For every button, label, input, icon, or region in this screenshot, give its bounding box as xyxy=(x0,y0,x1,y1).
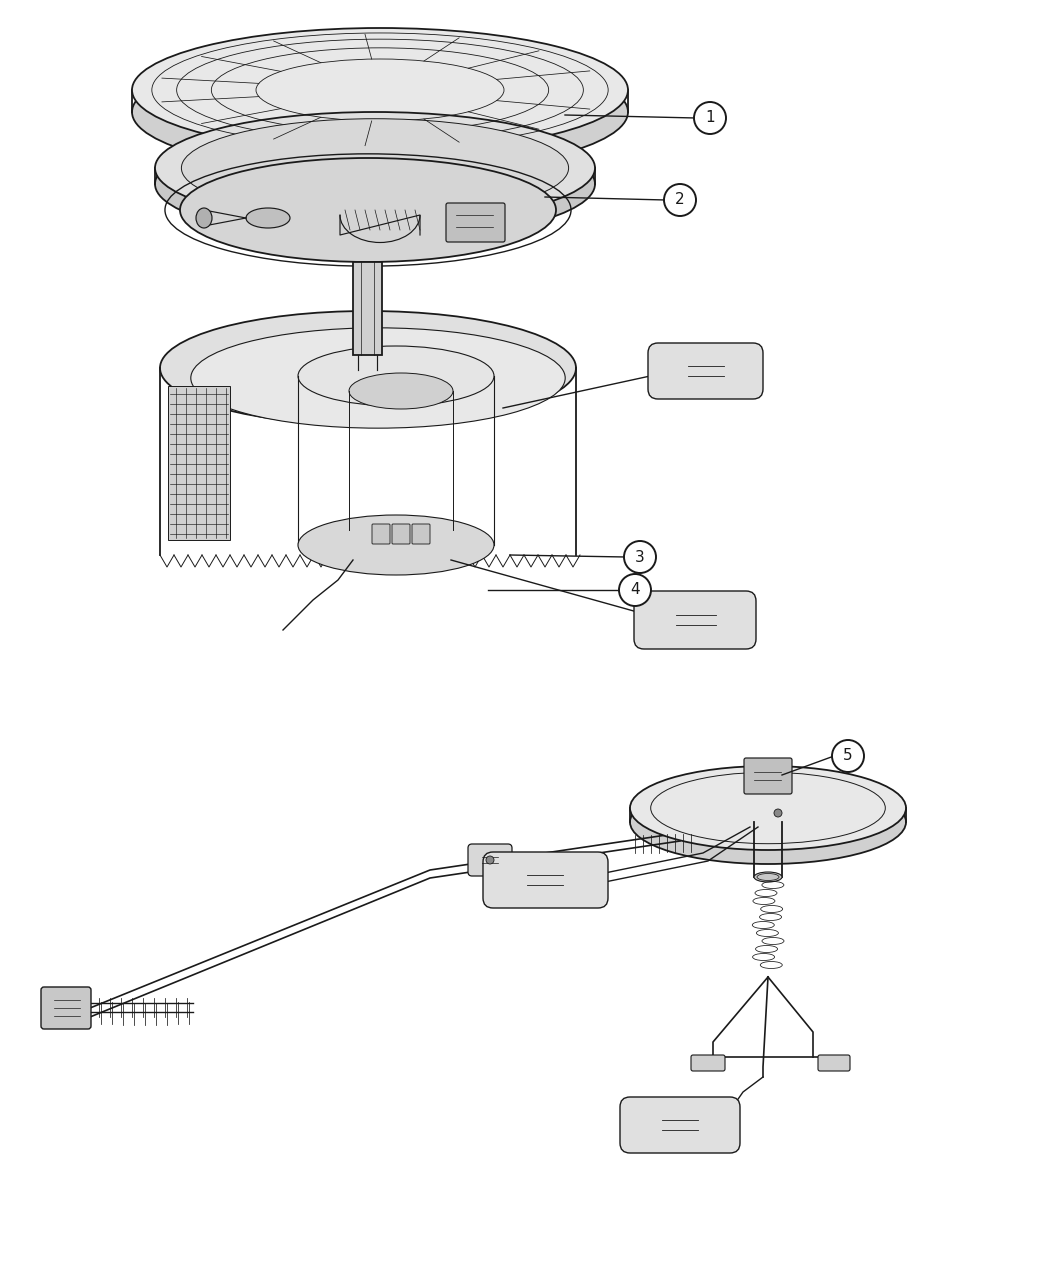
Circle shape xyxy=(832,740,864,771)
Text: 5: 5 xyxy=(843,748,853,764)
Ellipse shape xyxy=(298,346,494,405)
FancyBboxPatch shape xyxy=(818,1054,851,1071)
Ellipse shape xyxy=(155,112,595,224)
Ellipse shape xyxy=(191,328,565,428)
Ellipse shape xyxy=(132,28,628,152)
Circle shape xyxy=(774,810,782,817)
FancyBboxPatch shape xyxy=(634,592,756,649)
FancyBboxPatch shape xyxy=(372,524,390,544)
Text: 3: 3 xyxy=(635,550,645,565)
Ellipse shape xyxy=(160,311,576,425)
FancyBboxPatch shape xyxy=(620,1096,740,1153)
FancyBboxPatch shape xyxy=(41,987,91,1029)
Ellipse shape xyxy=(196,208,212,228)
Ellipse shape xyxy=(630,780,906,864)
FancyBboxPatch shape xyxy=(691,1054,724,1071)
Text: 2: 2 xyxy=(675,193,685,208)
FancyBboxPatch shape xyxy=(446,203,505,242)
Ellipse shape xyxy=(155,128,595,240)
Text: 1: 1 xyxy=(706,111,715,125)
Ellipse shape xyxy=(754,872,782,882)
Circle shape xyxy=(664,184,696,215)
FancyBboxPatch shape xyxy=(483,852,608,908)
FancyBboxPatch shape xyxy=(744,759,792,794)
Ellipse shape xyxy=(246,208,290,228)
FancyBboxPatch shape xyxy=(392,524,410,544)
Ellipse shape xyxy=(182,119,569,217)
FancyBboxPatch shape xyxy=(412,524,430,544)
FancyBboxPatch shape xyxy=(468,844,512,876)
Circle shape xyxy=(620,574,651,606)
Ellipse shape xyxy=(298,515,494,575)
Polygon shape xyxy=(353,261,382,354)
Circle shape xyxy=(624,541,656,572)
Polygon shape xyxy=(168,386,230,541)
Ellipse shape xyxy=(132,50,628,173)
Circle shape xyxy=(486,856,494,864)
FancyBboxPatch shape xyxy=(648,343,763,399)
Text: 4: 4 xyxy=(630,583,639,598)
Circle shape xyxy=(694,102,726,134)
Ellipse shape xyxy=(180,158,556,261)
Ellipse shape xyxy=(349,374,453,409)
Ellipse shape xyxy=(630,766,906,850)
